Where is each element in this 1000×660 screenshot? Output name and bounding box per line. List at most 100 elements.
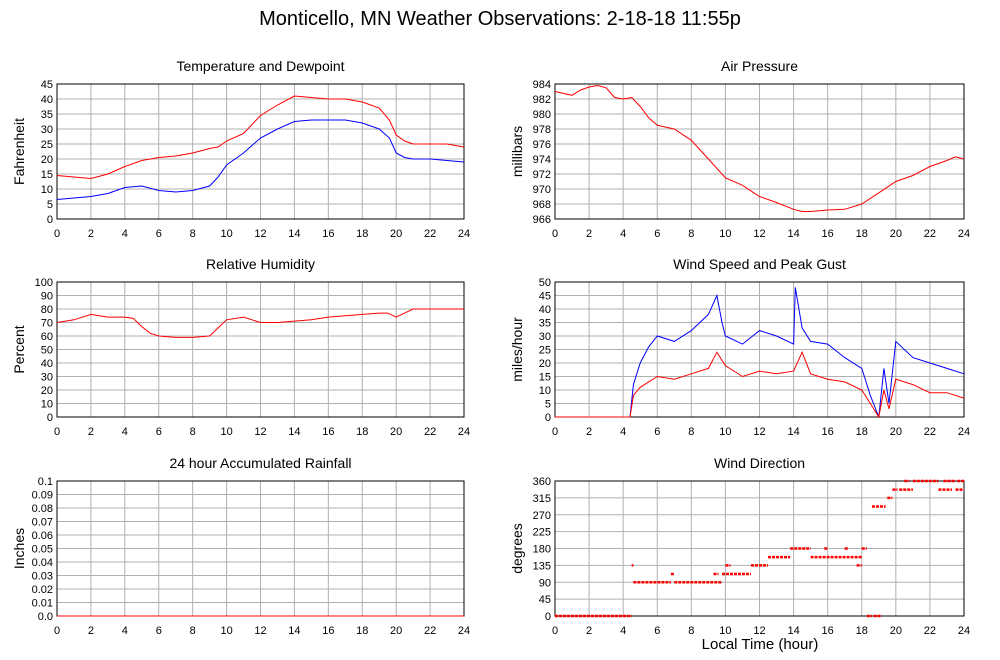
y-axis-label: Fahrenheit	[11, 118, 27, 185]
y-tick-label: 0.04	[32, 557, 53, 569]
x-tick-label: 10	[719, 625, 731, 637]
y-tick-label: 35	[539, 318, 551, 330]
y-axis-label: degrees	[509, 523, 525, 574]
y-tick-label: 90	[41, 291, 53, 303]
y-tick-label: 0	[47, 214, 53, 226]
y-tick-label: 45	[539, 594, 551, 606]
y-tick-label: 25	[539, 345, 551, 357]
x-tick-label: 16	[322, 228, 334, 240]
y-tick-label: 15	[539, 372, 551, 384]
y-tick-label: 20	[41, 385, 53, 397]
y-tick-label: 970	[533, 184, 551, 196]
x-tick-label: 0	[54, 625, 60, 637]
x-tick-label: 6	[654, 625, 660, 637]
x-tick-label: 24	[458, 228, 470, 240]
y-tick-label: 100	[35, 277, 53, 289]
x-tick-label: 12	[254, 228, 266, 240]
x-tick-label: 22	[424, 426, 436, 438]
y-tick-label: 10	[41, 399, 53, 411]
x-tick-label: 8	[688, 625, 694, 637]
y-tick-label: 20	[41, 154, 53, 166]
x-tick-label: 16	[822, 625, 834, 637]
y-tick-label: 0.01	[32, 598, 53, 610]
series-line-1	[555, 350, 965, 419]
y-tick-label: 0.1	[38, 476, 53, 488]
x-tick-label: 10	[220, 228, 232, 240]
x-tick-label: 24	[958, 228, 970, 240]
x-tick-label: 14	[787, 228, 799, 240]
chart-title: Wind Direction	[714, 455, 805, 471]
x-tick-label: 22	[424, 625, 436, 637]
x-tick-label: 16	[322, 426, 334, 438]
y-tick-label: 35	[41, 109, 53, 121]
y-tick-label: 80	[41, 304, 53, 316]
x-tick-label: 0	[54, 228, 60, 240]
x-tick-label: 14	[288, 426, 300, 438]
x-tick-label: 6	[156, 426, 162, 438]
plot-frame	[554, 281, 965, 418]
x-tick-label: 24	[958, 625, 970, 637]
x-tick-label: 4	[122, 228, 128, 240]
x-tick-label: 14	[787, 625, 799, 637]
y-tick-label: 0.05	[32, 544, 53, 556]
x-tick-label: 10	[719, 228, 731, 240]
series-line-0	[554, 84, 965, 212]
y-tick-label: 135	[533, 560, 551, 572]
y-tick-label: 980	[533, 109, 551, 121]
y-axis-label: Percent	[11, 325, 27, 373]
x-axis-label: Local Time (hour)	[701, 636, 819, 653]
y-tick-label: 972	[533, 169, 551, 181]
x-tick-label: 16	[322, 625, 334, 637]
x-tick-label: 22	[924, 228, 936, 240]
series-line-0	[56, 95, 465, 180]
x-tick-label: 4	[620, 625, 626, 637]
x-tick-label: 2	[586, 426, 592, 438]
x-tick-label: 20	[390, 228, 402, 240]
y-tick-label: 0	[545, 611, 551, 623]
y-tick-label: 10	[41, 184, 53, 196]
x-tick-label: 12	[254, 625, 266, 637]
x-tick-label: 0	[552, 228, 558, 240]
y-tick-label: 20	[539, 358, 551, 370]
y-axis-label: miles/hour	[509, 317, 525, 382]
x-tick-label: 16	[822, 426, 834, 438]
y-tick-label: 984	[533, 79, 551, 91]
y-tick-label: 25	[41, 139, 53, 151]
x-tick-label: 6	[654, 228, 660, 240]
y-tick-label: 0.02	[32, 584, 53, 596]
x-tick-label: 8	[190, 228, 196, 240]
y-tick-label: 315	[533, 493, 551, 505]
page-title: Monticello, MN Weather Observations: 2-1…	[259, 8, 741, 30]
chart-title: 24 hour Accumulated Rainfall	[169, 455, 351, 471]
x-tick-label: 10	[220, 625, 232, 637]
x-tick-label: 12	[753, 228, 765, 240]
x-tick-label: 2	[586, 228, 592, 240]
x-tick-label: 18	[356, 228, 368, 240]
x-tick-label: 4	[122, 426, 128, 438]
chart-title: Air Pressure	[721, 58, 798, 74]
x-tick-label: 18	[356, 426, 368, 438]
x-tick-label: 20	[390, 625, 402, 637]
x-tick-label: 4	[620, 228, 626, 240]
y-tick-label: 966	[533, 214, 551, 226]
y-tick-label: 30	[41, 372, 53, 384]
x-tick-label: 10	[719, 426, 731, 438]
x-tick-label: 24	[458, 625, 470, 637]
x-tick-label: 20	[890, 228, 902, 240]
y-tick-label: 90	[539, 577, 551, 589]
x-tick-label: 8	[688, 426, 694, 438]
x-tick-label: 24	[958, 426, 970, 438]
x-tick-label: 16	[822, 228, 834, 240]
y-tick-label: 30	[539, 331, 551, 343]
x-tick-label: 22	[924, 625, 936, 637]
y-tick-label: 978	[533, 124, 551, 136]
x-tick-label: 14	[288, 228, 300, 240]
y-axis-label: millibars	[509, 126, 525, 177]
x-tick-label: 2	[88, 228, 94, 240]
x-tick-label: 18	[856, 625, 868, 637]
y-tick-label: 30	[41, 124, 53, 136]
